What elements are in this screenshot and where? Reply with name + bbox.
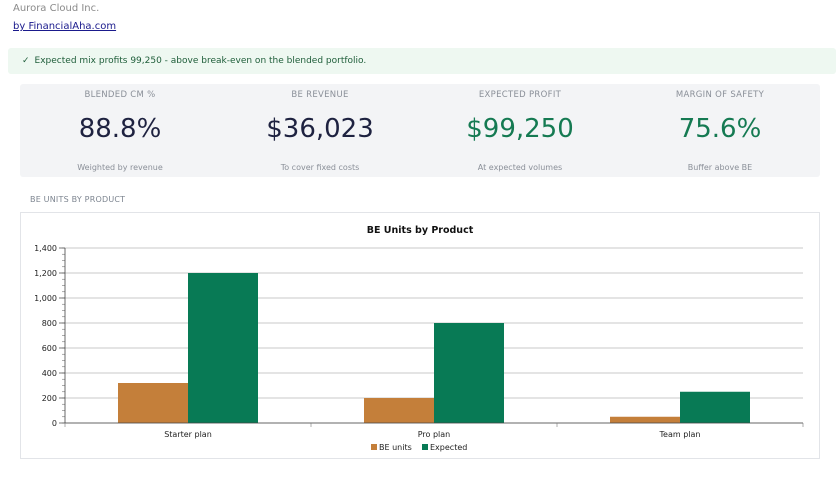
check-icon: ✓ [22,56,30,66]
kpi-subtitle: Weighted by revenue [77,163,163,172]
legend-swatch [422,444,428,450]
kpi-subtitle: Buffer above BE [687,163,753,172]
bar-be-units [118,383,188,423]
y-tick-label: 800 [42,319,57,328]
y-tick-label: 600 [42,344,57,353]
kpi-title: BE REVENUE [291,90,349,100]
legend-label: Expected [430,443,467,452]
chart-svg: BE Units by Product 0 200 400 600 800 1,000 1,… [34,225,804,452]
company-name: Aurora Cloud Inc. [13,3,100,14]
kpi-title: EXPECTED PROFIT [478,90,562,100]
y-tick-label: 0 [52,419,57,428]
legend-label: BE units [379,443,412,452]
chart-title: BE Units by Product [367,225,474,236]
kpi-panel: BLENDED CM % 88.8% Weighted by revenue B… [20,84,820,177]
x-tick-label: Starter plan [164,430,212,439]
y-tick-label: 400 [42,369,57,378]
byline-link[interactable]: by FinancialAha.com [13,21,117,32]
legend-swatch [371,444,377,450]
bar-expected [680,391,750,423]
be-units-chart: BE Units by Product 0 200 400 600 800 1,000 1,… [20,212,820,459]
bar-expected [434,323,504,423]
kpi-subtitle: To cover fixed costs [280,163,360,172]
y-tick-label: 1,200 [34,269,57,278]
bar-be-units [610,416,680,423]
bar-be-units [364,398,434,423]
kpi-value: $99,250 [466,114,574,144]
banner-text: Expected mix profits 99,250 - above brea… [34,56,367,66]
status-banner: ✓ Expected mix profits 99,250 - above bre… [8,48,836,74]
y-tick-label: 1,000 [34,294,57,303]
kpi-be-revenue: BE REVENUE $36,023 To cover fixed costs [220,84,420,177]
y-tick-label: 1,400 [34,244,57,253]
kpi-value: 88.8% [78,114,162,144]
x-tick-label: Team plan [659,430,701,439]
kpi-title: MARGIN OF SAFETY [675,90,765,100]
kpi-value: 75.6% [678,114,762,144]
kpi-subtitle: At expected volumes [477,163,563,172]
kpi-margin-of-safety: MARGIN OF SAFETY 75.6% Buffer above BE [620,84,820,177]
x-tick-label: Pro plan [418,430,451,439]
kpi-title: BLENDED CM % [84,90,156,100]
kpi-expected-profit: EXPECTED PROFIT $99,250 At expected volu… [420,84,620,177]
y-tick-label: 200 [42,394,57,403]
kpi-blended-cm: BLENDED CM % 88.8% Weighted by revenue [20,84,220,177]
kpi-value: $36,023 [266,114,374,144]
section-label: BE UNITS BY PRODUCT [30,195,126,204]
bar-expected [188,273,258,423]
